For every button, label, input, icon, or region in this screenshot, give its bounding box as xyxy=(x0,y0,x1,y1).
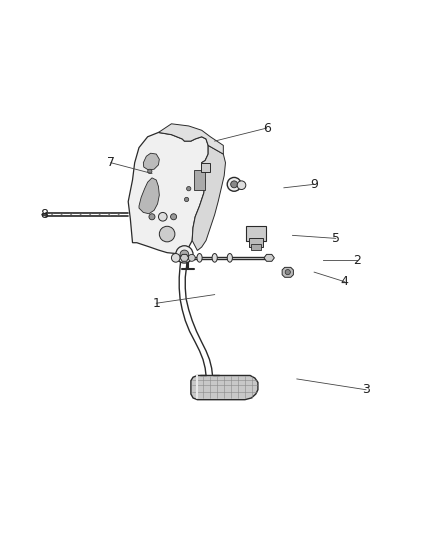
Circle shape xyxy=(176,246,193,263)
Circle shape xyxy=(227,177,241,191)
FancyBboxPatch shape xyxy=(201,163,210,172)
Polygon shape xyxy=(139,178,159,214)
FancyBboxPatch shape xyxy=(249,238,263,247)
Circle shape xyxy=(148,169,152,174)
Text: 2: 2 xyxy=(353,254,361,266)
Circle shape xyxy=(171,254,180,262)
Text: 1: 1 xyxy=(152,297,160,310)
FancyBboxPatch shape xyxy=(246,226,266,240)
Circle shape xyxy=(149,214,155,220)
Text: 5: 5 xyxy=(332,232,340,245)
Circle shape xyxy=(187,187,191,191)
Circle shape xyxy=(285,270,290,274)
Polygon shape xyxy=(143,153,159,170)
Circle shape xyxy=(159,213,167,221)
Circle shape xyxy=(231,181,237,188)
Polygon shape xyxy=(159,124,223,154)
Polygon shape xyxy=(282,268,293,277)
FancyBboxPatch shape xyxy=(251,244,261,250)
Polygon shape xyxy=(264,254,274,261)
Text: 8: 8 xyxy=(40,208,48,221)
Ellipse shape xyxy=(212,254,217,262)
Polygon shape xyxy=(192,146,226,251)
Text: 6: 6 xyxy=(263,122,271,135)
Circle shape xyxy=(180,250,189,259)
Polygon shape xyxy=(191,375,258,400)
Circle shape xyxy=(237,181,246,190)
Circle shape xyxy=(170,214,177,220)
FancyBboxPatch shape xyxy=(194,171,205,190)
Polygon shape xyxy=(180,254,189,261)
Circle shape xyxy=(184,197,189,201)
Polygon shape xyxy=(42,213,46,216)
Polygon shape xyxy=(128,132,208,254)
Text: 9: 9 xyxy=(310,178,318,191)
Text: 3: 3 xyxy=(362,383,370,396)
Text: 4: 4 xyxy=(340,275,348,288)
Circle shape xyxy=(159,227,175,242)
Circle shape xyxy=(188,254,195,261)
Ellipse shape xyxy=(197,254,202,262)
Text: 7: 7 xyxy=(107,156,115,169)
Ellipse shape xyxy=(227,254,233,262)
